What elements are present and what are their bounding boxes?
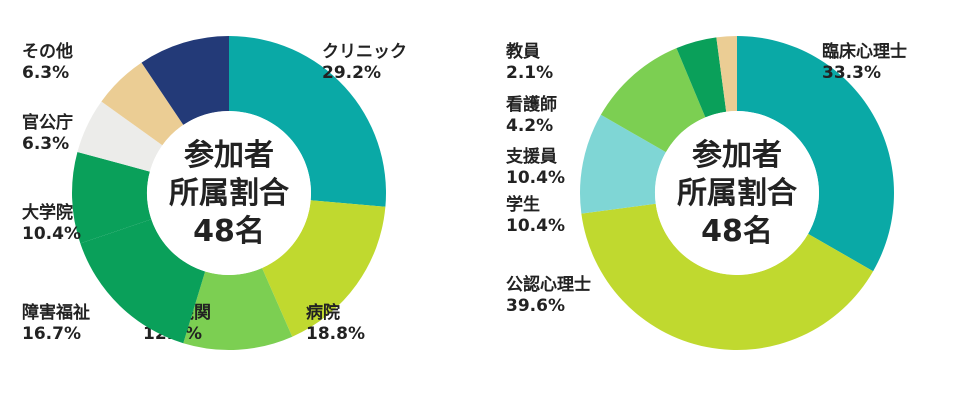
donut-2-slice-label: 臨床心理士 <box>822 41 907 62</box>
donut-1-slice-label: クリニック <box>322 42 407 62</box>
donut-1-slice-0 <box>229 36 386 207</box>
donut-2-slice-5 <box>716 36 737 112</box>
donut-1-slice-3 <box>80 219 206 344</box>
donut-1-slice-label: その他 <box>22 41 73 62</box>
donut-1-slice-value: 6.3% <box>22 134 69 154</box>
donut-1-slice-5 <box>77 101 163 172</box>
donut-1-slice-value: 29.2% <box>322 63 381 83</box>
donut-2-slice-value: 33.3% <box>822 63 881 83</box>
donut-2-center-text: 所属割合 <box>677 176 797 211</box>
donut-2-slice-label: 支援員 <box>506 146 557 167</box>
affiliation-donut-chart-2: 臨床心理士33.3%公認心理士39.6%学生10.4%支援員10.4%看護師4.… <box>505 36 907 351</box>
donut-1-slice-label: 大学院 <box>22 202 73 223</box>
donut-2-slice-1 <box>581 203 874 351</box>
donut-2-slice-4 <box>676 37 727 118</box>
donut-1-slice-value: 16.7% <box>22 324 81 344</box>
donut-1-slice-label: 病院 <box>306 302 340 323</box>
donut-2-center-text: 48名 <box>701 214 773 249</box>
donut-1-center-text: 所属割合 <box>169 176 289 211</box>
donut-2-slice-label: 学生 <box>506 194 540 215</box>
donut-2-center <box>655 111 819 275</box>
donut-2-slice-value: 2.1% <box>506 63 553 83</box>
donut-1-center-text: 参加者 <box>184 138 274 173</box>
donut-1-slice-6 <box>101 62 184 146</box>
donut-1-slice-2 <box>183 268 293 351</box>
donut-1-slice-value: 6.3% <box>22 63 69 83</box>
donut-2-slice-label: 教員 <box>505 41 540 62</box>
donut-1-slice-value: 10.4% <box>22 224 81 244</box>
donut-2-center-text: 参加者 <box>692 138 782 173</box>
affiliation-donut-chart-1: クリニック29.2%病院18.8%教育機関12.5%障害福祉16.7%大学院10… <box>22 36 407 351</box>
donut-2-slice-label: 公認心理士 <box>506 274 591 295</box>
donut-1-slice-value: 18.8% <box>306 324 365 344</box>
donut-1-slice-label: 官公庁 <box>22 112 73 133</box>
donut-2-slice-2 <box>580 114 666 214</box>
donut-2-slice-value: 10.4% <box>506 168 565 188</box>
donut-1-slice-4 <box>72 152 152 244</box>
donut-2-slice-label: 看護師 <box>505 94 557 115</box>
donut-2-slice-value: 39.6% <box>506 296 565 316</box>
donut-1-slice-7 <box>141 36 229 125</box>
donut-1-center-text: 48名 <box>193 214 265 249</box>
donut-2-slice-value: 10.4% <box>506 216 565 236</box>
donut-2-slice-3 <box>600 48 706 153</box>
donut-1-slice-1 <box>262 200 386 337</box>
donut-2-slice-value: 4.2% <box>506 116 553 136</box>
donut-2-slice-0 <box>737 36 894 272</box>
donut-1-slice-label: 障害福祉 <box>22 302 90 323</box>
donut-1-center <box>147 111 311 275</box>
